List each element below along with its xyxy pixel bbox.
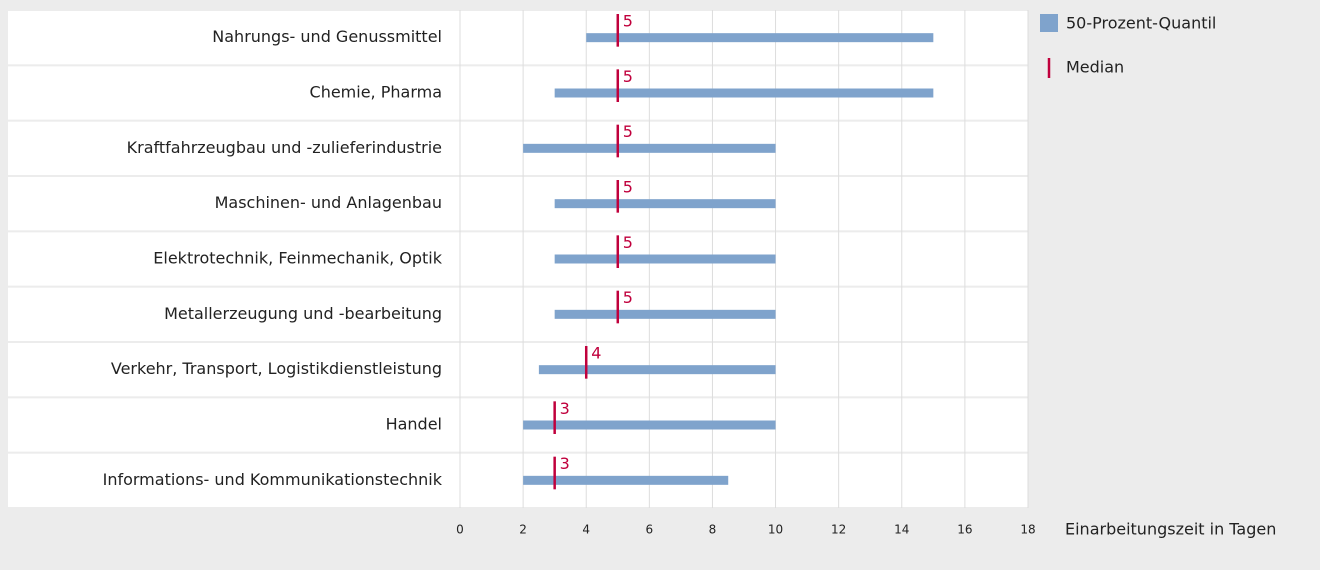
data-label: 4 <box>591 344 601 363</box>
data-label: 5 <box>623 178 633 197</box>
row-background <box>8 287 1028 341</box>
range-bar <box>538 365 776 375</box>
y-tick-label: Kraftfahrzeugbau und -zulieferindustrie <box>127 138 442 157</box>
data-label: 5 <box>623 67 633 86</box>
x-tick-label: 16 <box>957 523 972 537</box>
range-bar <box>554 254 776 264</box>
x-tick-label: 8 <box>709 523 717 537</box>
data-label: 5 <box>623 288 633 307</box>
y-tick-label: Maschinen- und Anlagenbau <box>215 193 442 212</box>
row-background <box>8 398 1028 452</box>
data-label: 3 <box>560 454 570 473</box>
range-bar <box>523 143 776 153</box>
x-axis-label: Einarbeitungszeit in Tagen <box>1065 520 1276 539</box>
x-tick-label: 6 <box>646 523 654 537</box>
x-tick-label: 10 <box>768 523 783 537</box>
y-tick-label: Handel <box>386 415 442 434</box>
range-bar <box>523 475 729 485</box>
y-tick-label: Elektrotechnik, Feinmechanik, Optik <box>153 249 442 268</box>
row-background <box>8 453 1028 507</box>
legend-label: 50-Prozent-Quantil <box>1066 14 1216 33</box>
row-background <box>8 177 1028 231</box>
x-tick-label: 18 <box>1020 523 1035 537</box>
range-bar <box>554 88 934 98</box>
row-background <box>8 343 1028 397</box>
y-tick-label: Nahrungs- und Genussmittel <box>212 27 442 46</box>
range-bar <box>554 199 776 209</box>
y-tick-label: Metallerzeugung und -bearbeitung <box>164 304 442 323</box>
x-tick-label: 14 <box>894 523 909 537</box>
range-bar <box>523 420 776 430</box>
y-tick-label: Informations- und Kommunikationstechnik <box>103 470 443 489</box>
row-background <box>8 121 1028 175</box>
x-tick-label: 2 <box>519 523 527 537</box>
x-tick-label: 12 <box>831 523 846 537</box>
data-label: 5 <box>623 12 633 31</box>
x-tick-label: 0 <box>456 523 464 537</box>
legend-label: Median <box>1066 58 1124 77</box>
data-label: 5 <box>623 122 633 141</box>
y-tick-label: Verkehr, Transport, Logistikdienstleistu… <box>111 359 442 378</box>
legend-swatch <box>1040 14 1058 32</box>
row-background <box>8 232 1028 286</box>
y-tick-label: Chemie, Pharma <box>310 83 442 102</box>
x-tick-label: 4 <box>582 523 590 537</box>
data-label: 3 <box>560 399 570 418</box>
range-bar <box>586 33 934 43</box>
data-label: 5 <box>623 233 633 252</box>
range-bar <box>554 309 776 319</box>
